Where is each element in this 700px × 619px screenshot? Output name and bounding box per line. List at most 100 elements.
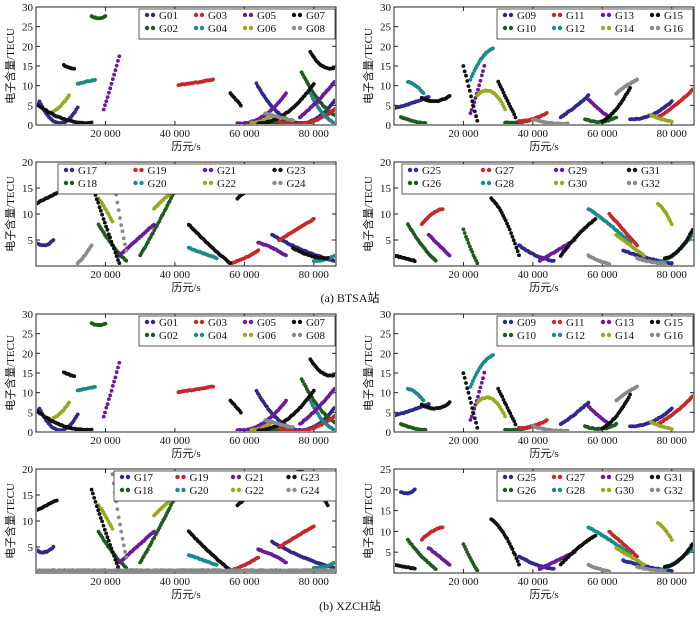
data-point — [104, 224, 108, 229]
data-point — [332, 406, 335, 410]
legend-label: G18 — [134, 485, 153, 497]
data-point — [332, 98, 335, 103]
legend-label: G15 — [664, 317, 683, 329]
legend-marker — [297, 12, 303, 18]
legend-label: G12 — [566, 330, 585, 342]
data-point — [472, 416, 477, 421]
data-point — [106, 232, 111, 237]
data-point — [325, 256, 330, 260]
data-point — [89, 427, 94, 431]
data-point — [303, 384, 308, 389]
y-axis-label: 电子含量/TECU — [3, 335, 17, 411]
data-point — [105, 227, 110, 232]
data-point — [607, 262, 612, 265]
legend-entry-g09: G09 — [502, 317, 536, 329]
data-point — [514, 245, 519, 250]
data-point — [146, 547, 150, 552]
legend-entry-g15: G15 — [649, 10, 683, 22]
series-g03 — [176, 77, 335, 124]
data-point — [118, 216, 122, 220]
data-point — [412, 259, 417, 264]
legend-entry-g12: G12 — [551, 23, 585, 35]
data-point — [167, 506, 172, 510]
series-g31 — [395, 196, 693, 264]
data-point — [123, 242, 127, 247]
legend-marker — [291, 319, 297, 325]
legend-marker — [63, 167, 69, 173]
data-layer — [395, 196, 693, 265]
data-point — [284, 398, 288, 403]
data-point — [469, 108, 474, 112]
data-point — [114, 561, 119, 566]
data-point — [108, 235, 112, 240]
data-point — [116, 208, 121, 213]
chart-panel-btsa-g01-g08: 0 5 10 15 20 25 30 20 000 40 000 60 000 80 000 历元/s… — [3, 2, 337, 153]
data-point — [466, 241, 471, 245]
legend-marker — [175, 487, 180, 493]
x-tick-label: 20 000 — [90, 576, 121, 588]
data-point — [107, 397, 111, 401]
data-point — [510, 547, 515, 551]
y-tick-label: 25 — [380, 464, 392, 476]
legend-marker — [193, 332, 199, 338]
legend-marker — [508, 319, 514, 325]
legend-entry-g27: G27 — [480, 165, 514, 177]
data-point — [103, 14, 108, 18]
series-g12 — [406, 46, 495, 96]
data-point — [614, 421, 619, 426]
data-point — [461, 64, 466, 68]
legend-marker — [600, 319, 606, 325]
data-point — [94, 504, 99, 509]
legend-entry-g08: G08 — [291, 23, 325, 35]
data-layer — [37, 321, 335, 431]
data-point — [311, 82, 316, 86]
legend-entry-g13: G13 — [600, 317, 634, 329]
data-point — [505, 99, 510, 103]
data-point — [465, 386, 470, 391]
data-point — [421, 91, 426, 96]
data-point — [477, 83, 482, 88]
data-point — [471, 71, 475, 76]
legend-marker — [63, 180, 69, 186]
data-point — [101, 414, 106, 419]
legend-label: G06 — [257, 23, 276, 35]
data-point — [121, 236, 126, 241]
series-g12 — [406, 353, 495, 403]
data-point — [586, 400, 591, 405]
data-point — [325, 503, 330, 508]
data-point — [124, 258, 129, 263]
legend-entry-g03: G03 — [193, 10, 227, 22]
x-tick-label: 60 000 — [229, 576, 260, 588]
data-point — [120, 229, 125, 234]
x-axis-label: 历元/s — [171, 281, 200, 294]
data-point — [332, 65, 335, 70]
legend-label: G17 — [134, 472, 153, 484]
y-tick-label: 15 — [380, 61, 392, 73]
data-point — [593, 533, 598, 538]
legend-entry-g14: G14 — [600, 23, 634, 35]
legend-entry-g24: G24 — [286, 485, 320, 497]
x-tick-label: 60 000 — [229, 435, 260, 447]
legend-label: G16 — [664, 23, 683, 35]
legend-marker — [291, 12, 297, 18]
data-point — [308, 398, 313, 403]
x-axis-label: 历元/s — [529, 281, 558, 294]
legend-marker — [649, 332, 655, 338]
series-g20 — [186, 245, 335, 263]
data-point — [421, 398, 426, 403]
data-point — [332, 568, 335, 572]
data-point — [669, 222, 674, 227]
series-g14 — [475, 395, 674, 431]
data-point — [440, 525, 445, 530]
legend-marker — [286, 487, 291, 493]
y-tick-label: 25 — [380, 22, 392, 34]
data-point — [101, 107, 106, 112]
data-point — [100, 212, 104, 217]
data-point — [115, 200, 120, 205]
legend-marker — [606, 332, 612, 338]
series-g16 — [531, 77, 639, 124]
legend-entry-g12: G12 — [551, 330, 585, 342]
data-point — [471, 411, 476, 416]
data-point — [72, 374, 77, 379]
legend-marker — [236, 474, 242, 480]
